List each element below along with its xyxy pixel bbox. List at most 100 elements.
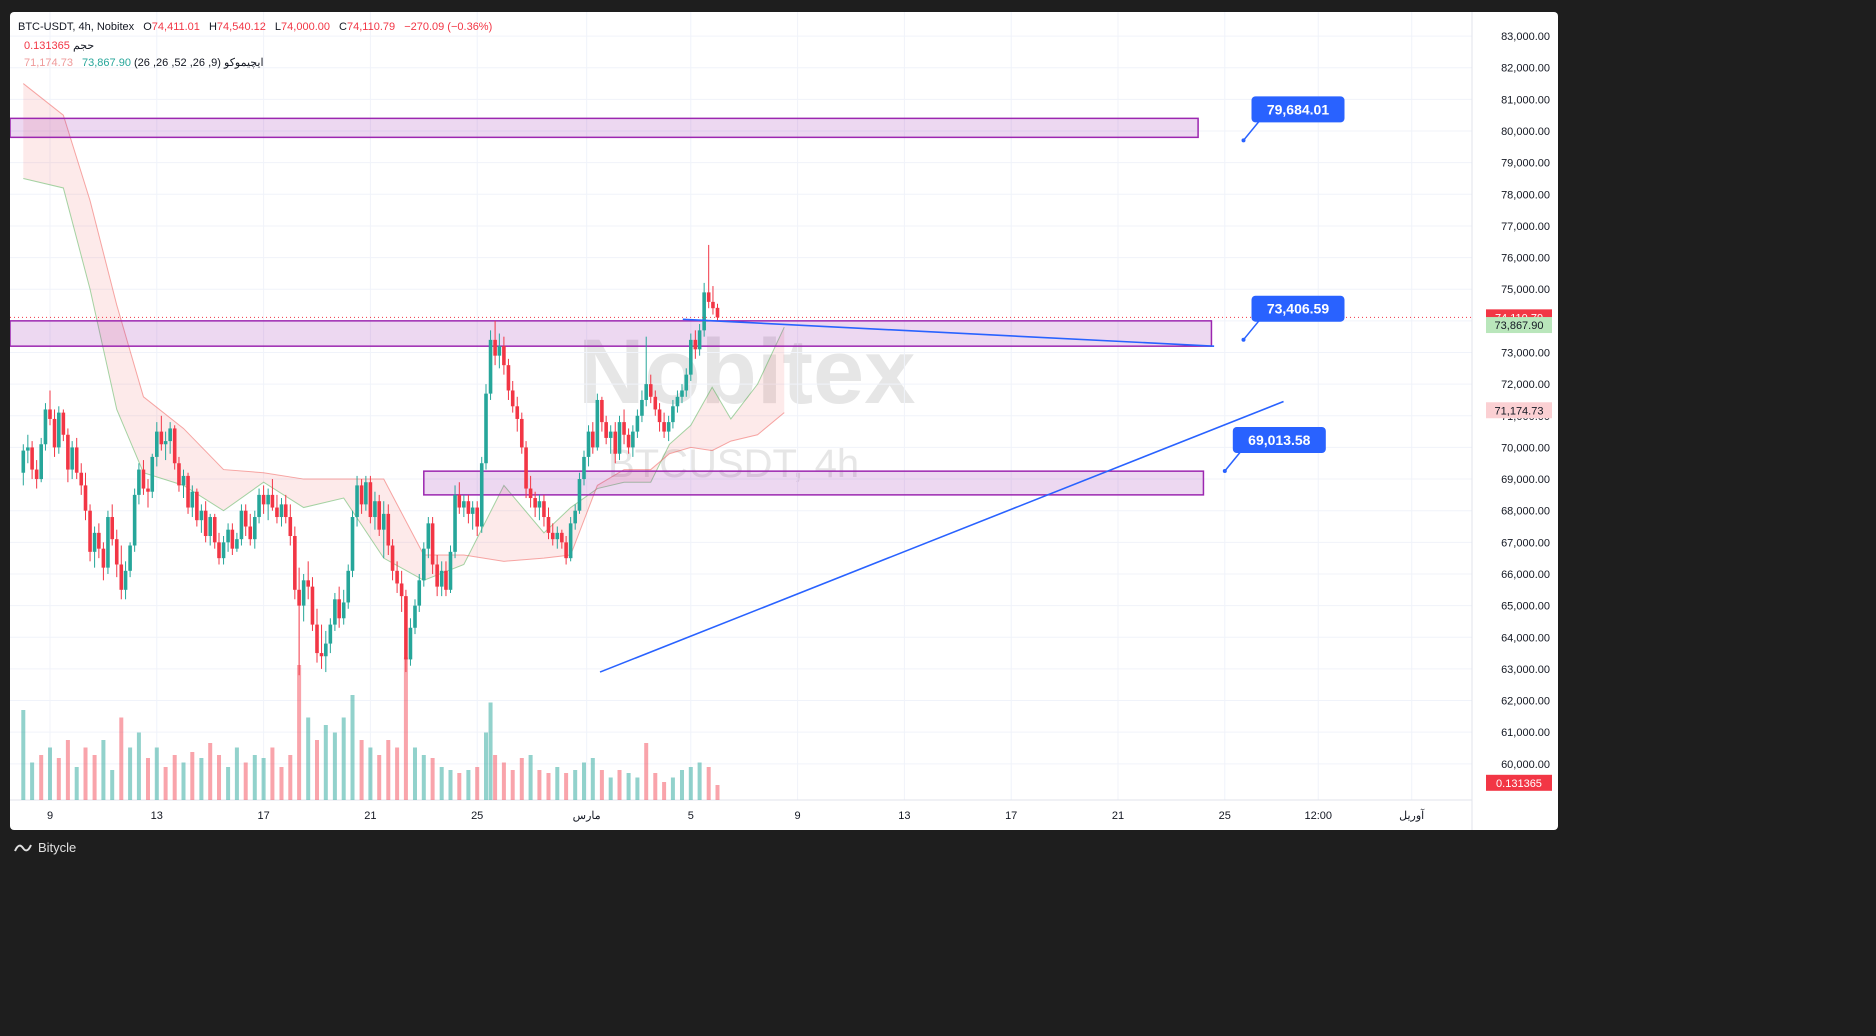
x-tick-label: 21 bbox=[364, 810, 376, 822]
volume-bar bbox=[270, 747, 275, 800]
candle-body bbox=[79, 472, 84, 486]
candle-body bbox=[404, 596, 408, 660]
bitycle-logo-icon bbox=[14, 844, 32, 851]
candle-body bbox=[368, 482, 373, 518]
candle-body bbox=[577, 479, 582, 511]
candle-body bbox=[212, 517, 217, 543]
zone-rect bbox=[10, 320, 1213, 347]
candle-body bbox=[248, 526, 253, 540]
callout-label: 69,013.58 bbox=[1248, 432, 1310, 448]
candle-body bbox=[186, 475, 190, 508]
volume-bar bbox=[74, 767, 79, 800]
candle-body bbox=[239, 510, 244, 540]
volume-bar bbox=[653, 773, 658, 800]
candle-body bbox=[506, 365, 511, 391]
candle-body bbox=[684, 374, 689, 391]
candle-body bbox=[564, 542, 568, 559]
price-axis-label: 71,174.73 bbox=[1495, 405, 1544, 417]
y-tick-label: 68,000.00 bbox=[1501, 506, 1550, 518]
candle-body bbox=[221, 542, 226, 559]
y-tick-label: 61,000.00 bbox=[1501, 727, 1550, 739]
volume-bar bbox=[439, 767, 444, 800]
y-tick-label: 83,000.00 bbox=[1501, 31, 1550, 43]
volume-bar bbox=[154, 747, 159, 800]
volume-bar bbox=[386, 740, 391, 800]
candle-body bbox=[515, 406, 520, 419]
candle-body bbox=[475, 507, 479, 527]
candle-body bbox=[172, 428, 177, 464]
candle-body bbox=[537, 501, 542, 508]
candle-body bbox=[83, 485, 88, 511]
y-tick-label: 77,000.00 bbox=[1501, 221, 1550, 233]
candle-body bbox=[626, 434, 631, 448]
volume-bar bbox=[421, 755, 426, 800]
volume-bar bbox=[573, 770, 578, 800]
x-tick-label: 17 bbox=[1005, 810, 1017, 822]
volume-bar bbox=[145, 758, 150, 800]
callout-box bbox=[1251, 96, 1345, 123]
x-tick-label: 9 bbox=[795, 810, 801, 822]
price-axis-label-bg bbox=[1486, 317, 1552, 334]
price-axis-label: 0.131365 bbox=[1496, 778, 1542, 790]
y-tick-label: 66,000.00 bbox=[1501, 569, 1550, 581]
volume-bar bbox=[110, 770, 115, 800]
volume-bar bbox=[368, 747, 373, 800]
candle-body bbox=[608, 431, 613, 438]
chart-canvas[interactable]: 83,000.00 82,000.00 81,000.00 80,000.00 79,0… bbox=[10, 12, 1558, 830]
volume-bar bbox=[528, 755, 533, 800]
candle-body bbox=[470, 507, 475, 514]
candle-body bbox=[671, 406, 675, 423]
legend-high-label: H bbox=[208, 21, 217, 33]
legend-open-label: O bbox=[143, 21, 152, 33]
candle-body bbox=[26, 447, 30, 451]
volume-bar bbox=[564, 773, 569, 800]
candle-body bbox=[640, 399, 644, 416]
candle-body bbox=[235, 539, 239, 549]
candle-body bbox=[128, 545, 132, 571]
footer-brand-label: Bitycle bbox=[38, 840, 77, 855]
candle-body bbox=[586, 431, 591, 457]
volume-bar bbox=[234, 747, 239, 800]
volume-bar bbox=[92, 755, 97, 800]
candle-body bbox=[715, 307, 720, 318]
candle-body bbox=[493, 339, 497, 356]
callout-label: 73,406.59 bbox=[1267, 301, 1329, 317]
candle-body bbox=[119, 564, 124, 590]
y-tick-label: 76,000.00 bbox=[1501, 253, 1550, 265]
callout-box bbox=[1232, 427, 1326, 454]
volume-bar bbox=[697, 762, 702, 800]
candle-body bbox=[243, 510, 248, 527]
ichimoku-span-b bbox=[22, 83, 785, 562]
candle-body bbox=[689, 339, 693, 375]
candle-body bbox=[462, 501, 466, 508]
candle-body bbox=[555, 532, 560, 540]
candle-body bbox=[168, 428, 172, 442]
y-tick-label: 69,000.00 bbox=[1501, 474, 1550, 486]
candle-body bbox=[52, 418, 57, 448]
volume-bar bbox=[101, 740, 106, 800]
x-tick-label: 25 bbox=[471, 810, 483, 822]
volume-bar bbox=[635, 777, 640, 800]
candle-body bbox=[582, 456, 586, 480]
candle-body bbox=[319, 653, 324, 657]
zone-rect bbox=[10, 117, 1199, 139]
candle-body bbox=[324, 643, 328, 657]
y-tick-label: 62,000.00 bbox=[1501, 696, 1550, 708]
candle-body bbox=[92, 532, 97, 552]
y-tick-label: 80,000.00 bbox=[1501, 126, 1550, 138]
candle-body bbox=[181, 475, 186, 486]
volume-bar bbox=[608, 777, 613, 800]
candle-body bbox=[604, 422, 608, 438]
candle-body bbox=[448, 551, 453, 590]
footer-brand[interactable]: Bitycle bbox=[14, 840, 76, 855]
candle-body bbox=[106, 517, 110, 568]
candle-body bbox=[288, 517, 293, 537]
candle-body bbox=[484, 393, 488, 464]
y-tick-label: 72,000.00 bbox=[1501, 379, 1550, 391]
x-tick-label: آوریل bbox=[1399, 809, 1425, 822]
candle-body bbox=[600, 399, 604, 423]
candle-body bbox=[386, 513, 391, 546]
candle-body bbox=[706, 292, 711, 302]
candle-body bbox=[568, 523, 573, 559]
candle-body bbox=[399, 583, 404, 597]
